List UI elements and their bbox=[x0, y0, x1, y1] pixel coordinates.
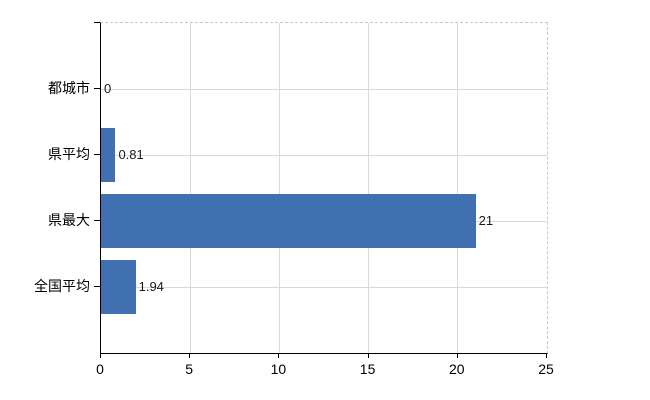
x-axis-tick bbox=[546, 353, 547, 358]
y-axis-tick bbox=[94, 286, 100, 287]
x-axis-tick bbox=[189, 353, 191, 358]
y-axis-tick bbox=[94, 220, 100, 221]
y-axis-tick bbox=[94, 88, 100, 89]
value-label: 1.94 bbox=[138, 279, 164, 294]
x-axis-tick bbox=[367, 353, 369, 358]
vertical-gridline bbox=[457, 23, 459, 353]
x-axis-tick-label: 15 bbox=[359, 361, 376, 377]
horizontal-gridline bbox=[101, 154, 547, 156]
x-axis-tick bbox=[278, 353, 280, 358]
bar bbox=[101, 260, 136, 314]
vertical-gridline bbox=[189, 23, 191, 353]
category-label: 県平均 bbox=[48, 146, 90, 162]
category-label: 県最大 bbox=[48, 212, 90, 228]
bar bbox=[101, 128, 116, 182]
plot-area: 0 0.81 21 1.94 bbox=[100, 22, 548, 354]
category-label: 都城市 bbox=[48, 80, 90, 96]
horizontal-gridline bbox=[101, 286, 547, 288]
value-label: 21 bbox=[478, 213, 494, 228]
bar bbox=[101, 194, 476, 248]
horizontal-gridline bbox=[101, 88, 547, 90]
x-axis-tick-label: 20 bbox=[449, 361, 465, 377]
value-label: 0 bbox=[104, 81, 112, 96]
vertical-gridline bbox=[278, 23, 280, 353]
value-label: 0.81 bbox=[118, 147, 144, 162]
x-axis-tick-label: 5 bbox=[185, 361, 194, 377]
vertical-gridline bbox=[368, 23, 370, 353]
y-axis-end-tick bbox=[94, 22, 100, 23]
x-axis-tick bbox=[100, 353, 101, 358]
x-axis-tick-label: 10 bbox=[270, 361, 287, 377]
x-axis-tick bbox=[456, 353, 458, 358]
category-label: 全国平均 bbox=[34, 278, 90, 294]
x-axis-tick-label: 25 bbox=[538, 361, 554, 377]
y-axis-tick bbox=[94, 154, 100, 155]
x-axis-tick-label: 0 bbox=[96, 361, 104, 377]
